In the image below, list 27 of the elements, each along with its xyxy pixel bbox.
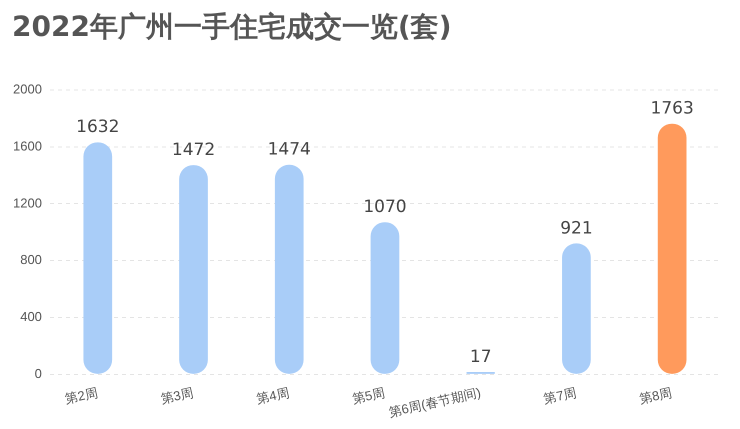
bar (658, 124, 686, 374)
bar (274, 164, 304, 374)
y-tick-label: 2000 (13, 82, 42, 97)
y-tick-label: 1200 (13, 195, 42, 210)
x-tick-label: 第4周 (254, 384, 291, 407)
data-label: 1474 (268, 140, 311, 160)
x-tick-label: 第6周(春节期间) (387, 384, 482, 420)
chart-title: 2022年广州一手住宅成交一览(套) (12, 9, 452, 45)
y-tick-label: 0 (34, 366, 42, 381)
bar (370, 222, 400, 374)
x-tick-label: 第2周 (64, 384, 100, 407)
bar (83, 142, 112, 374)
bar (179, 165, 208, 374)
bar (562, 243, 591, 374)
data-label: 17 (470, 346, 492, 367)
x-tick-label: 第5周 (350, 384, 386, 407)
y-tick-label: 1600 (13, 138, 42, 154)
data-label: 1632 (76, 117, 120, 138)
y-tick-label: 800 (20, 252, 42, 268)
y-tick-label: 400 (20, 309, 42, 324)
data-label: 1070 (363, 197, 407, 218)
data-label: 1763 (650, 98, 694, 119)
x-tick-label: 第8周 (638, 384, 674, 407)
data-label: 1472 (172, 140, 216, 160)
data-label: 921 (560, 218, 593, 238)
x-tick-label: 第7周 (542, 384, 578, 407)
x-tick-label: 第3周 (159, 384, 195, 407)
